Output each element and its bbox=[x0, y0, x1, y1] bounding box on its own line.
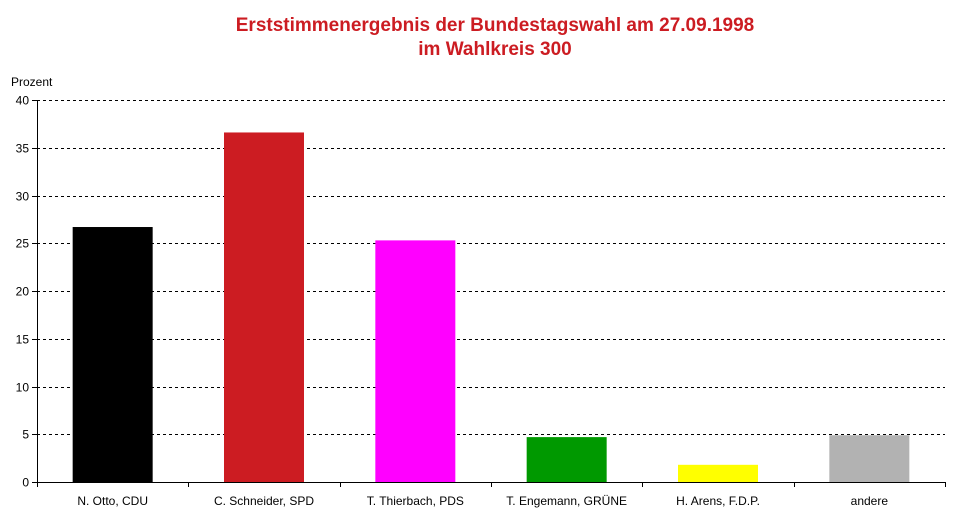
bar-3 bbox=[526, 437, 607, 482]
bar-1 bbox=[224, 132, 304, 482]
y-tick-label: 15 bbox=[16, 333, 30, 347]
bars bbox=[72, 132, 910, 482]
y-tick-label: 40 bbox=[16, 94, 30, 108]
chart-subtitle: im Wahlkreis 300 bbox=[418, 39, 572, 60]
y-tick-label: 30 bbox=[16, 190, 30, 204]
y-tick-label: 35 bbox=[16, 142, 30, 156]
bar-4 bbox=[678, 464, 758, 482]
y-tick-labels: 0 5 10 15 20 25 30 35 40 bbox=[16, 94, 30, 490]
x-tick-labels: N. Otto, CDU C. Schneider, SPD T. Thierbac… bbox=[77, 494, 888, 508]
bar-5 bbox=[829, 435, 910, 482]
axes bbox=[32, 100, 946, 487]
bar-2 bbox=[375, 240, 456, 482]
x-tick-label: N. Otto, CDU bbox=[77, 494, 148, 508]
y-tick-label: 10 bbox=[16, 381, 30, 395]
x-tick-label: andere bbox=[851, 494, 889, 508]
y-tick-label: 5 bbox=[22, 428, 29, 442]
gridlines bbox=[37, 100, 945, 435]
y-tick-label: 20 bbox=[16, 285, 30, 299]
x-tick-label: C. Schneider, SPD bbox=[214, 494, 314, 508]
bar-0 bbox=[72, 227, 153, 482]
x-tick-label: T. Thierbach, PDS bbox=[367, 494, 464, 508]
chart-title-line1: Erststimmenergebnis der Bundestagswahl a… bbox=[235, 15, 755, 36]
y-tick-label: 25 bbox=[16, 237, 30, 251]
x-tick-label: H. Arens, F.D.P. bbox=[676, 494, 760, 508]
chart-title: Erststimmenergebnis der Bundestagswahl a… bbox=[0, 14, 960, 62]
y-axis-label: Prozent bbox=[11, 75, 53, 89]
y-tick-label: 0 bbox=[22, 476, 29, 490]
x-tick-label: T. Engemann, GRÜNE bbox=[506, 494, 627, 508]
